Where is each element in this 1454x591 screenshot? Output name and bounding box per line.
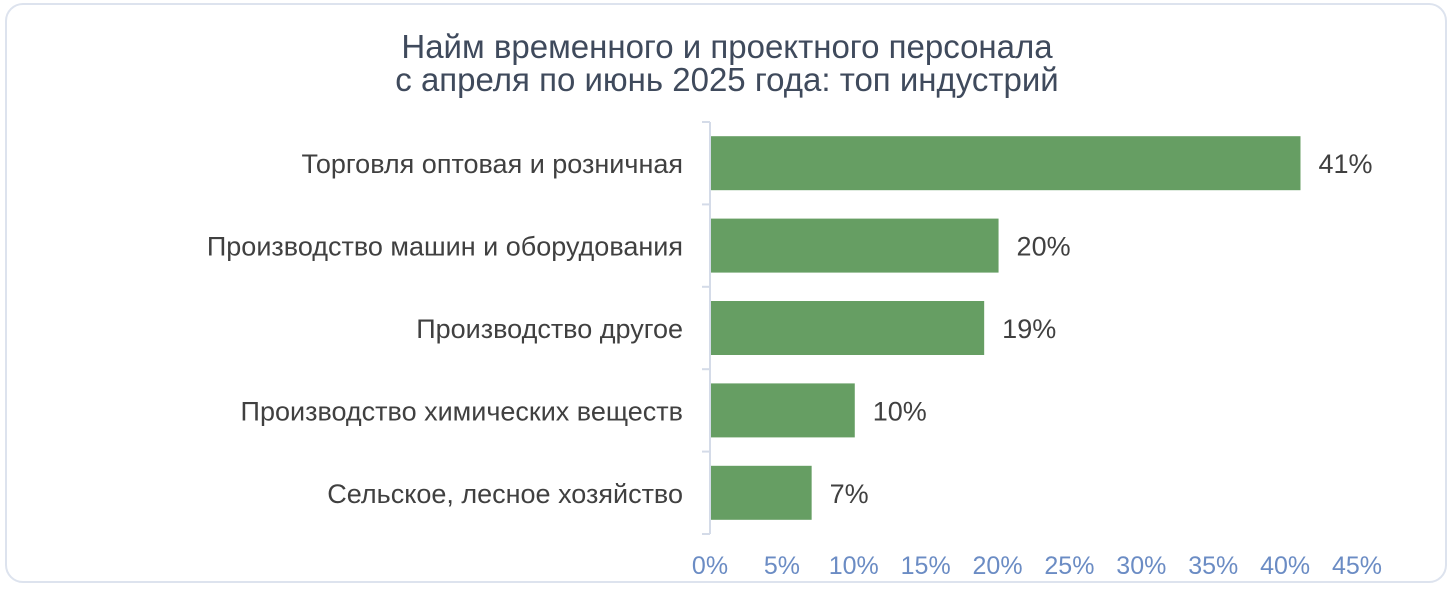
x-tick-label: 20%	[973, 552, 1023, 580]
category-label: Производство машин и оборудования	[207, 232, 683, 262]
bar	[711, 301, 985, 355]
bar	[711, 136, 1301, 191]
category-label: Торговля оптовая и розничная	[302, 149, 683, 179]
y-axis	[702, 121, 711, 535]
bars: Торговля оптовая и розничная 41% Производс…	[207, 136, 1373, 520]
x-tick-label: 35%	[1188, 552, 1238, 580]
category-label: Сельское, лесное хозяйство	[327, 479, 683, 509]
x-tick-label: 0%	[692, 552, 728, 580]
chart-title-line: Найм временного и проектного персонала	[401, 28, 1053, 65]
x-tick-label: 10%	[829, 552, 879, 580]
data-label: 7%	[830, 479, 869, 509]
category-label: Производство химических веществ	[241, 396, 683, 426]
data-label: 41%	[1318, 149, 1372, 179]
category-label: Производство другое	[416, 314, 683, 344]
x-tick-label: 5%	[764, 552, 800, 580]
x-tick-label: 40%	[1260, 552, 1310, 580]
data-label: 19%	[1002, 314, 1056, 344]
bar	[711, 383, 855, 438]
data-label: 20%	[1017, 232, 1071, 262]
x-axis-ticks: 0% 5% 10% 15% 20% 25% 30% 35% 40% 45%	[692, 552, 1382, 580]
chart-title-line: с апреля по июнь 2025 года: топ индустри…	[395, 61, 1058, 98]
chart-title: Найм временного и проектного персоналас …	[395, 28, 1058, 98]
bar	[711, 465, 812, 520]
data-label: 10%	[873, 396, 927, 426]
x-tick-label: 15%	[901, 552, 951, 580]
x-tick-label: 45%	[1332, 552, 1382, 580]
x-tick-label: 25%	[1044, 552, 1094, 580]
x-tick-label: 30%	[1116, 552, 1166, 580]
bar	[711, 218, 999, 273]
